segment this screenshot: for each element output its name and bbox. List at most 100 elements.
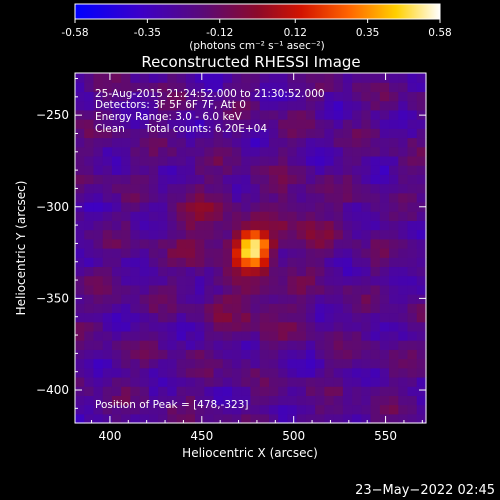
- heatmap-cell: [305, 238, 316, 249]
- heatmap-cell: [213, 386, 224, 396]
- heatmap-cell: [259, 91, 270, 102]
- heatmap-cell: [241, 211, 252, 221]
- heatmap-cell: [268, 155, 279, 166]
- heatmap-cell: [296, 266, 307, 277]
- heatmap-cell: [305, 303, 316, 314]
- heatmap-cell: [352, 91, 362, 102]
- heatmap-cell: [93, 413, 104, 424]
- heatmap-cell: [379, 303, 390, 314]
- heatmap-cell: [315, 358, 325, 369]
- heatmap-cell: [305, 349, 316, 360]
- heatmap-cell: [93, 220, 104, 231]
- heatmap-cell: [204, 284, 215, 295]
- heatmap-cell: [139, 174, 150, 185]
- heatmap-cell: [389, 229, 399, 240]
- heatmap-cell: [204, 413, 215, 424]
- heatmap-cell: [222, 229, 233, 240]
- heatmap-cell: [352, 192, 362, 203]
- heatmap-cell: [213, 413, 224, 424]
- heatmap-cell: [75, 73, 85, 83]
- heatmap-cell: [398, 395, 409, 406]
- heatmap-cell: [278, 386, 289, 396]
- heatmap-cell: [75, 192, 85, 203]
- heatmap-cell: [102, 91, 113, 102]
- heatmap-cell: [176, 367, 187, 378]
- heatmap-cell: [139, 312, 150, 323]
- heatmap-cell: [167, 229, 178, 240]
- heatmap-cell: [176, 349, 187, 360]
- heatmap-cell: [176, 73, 187, 83]
- time-range-text: 25-Aug-2015 21:24:52.000 to 21:30:52.000: [95, 88, 325, 100]
- heatmap-cell: [102, 330, 113, 341]
- heatmap-cell: [250, 238, 261, 249]
- heatmap-cell: [158, 165, 168, 175]
- x-axis-label: Heliocentric X (arcsec): [182, 446, 318, 460]
- heatmap-cell: [84, 183, 95, 194]
- heatmap-cell: [268, 183, 279, 194]
- heatmap-cell: [333, 413, 344, 424]
- heatmap-cell: [407, 404, 418, 415]
- heatmap-cell: [296, 395, 307, 406]
- heatmap-cell: [296, 275, 307, 286]
- heatmap-cell: [167, 303, 178, 314]
- heatmap-cell: [139, 238, 150, 249]
- heatmap-cell: [305, 229, 316, 240]
- heatmap-cell: [398, 303, 409, 314]
- heatmap-cell: [139, 404, 150, 415]
- heatmap-cell: [324, 91, 335, 102]
- heatmap-cell: [250, 174, 261, 185]
- heatmap-cell: [158, 340, 168, 350]
- heatmap-cell: [139, 294, 150, 304]
- heatmap-cell: [352, 358, 362, 369]
- heatmap-cell: [296, 73, 307, 83]
- heatmap-cell: [315, 137, 325, 148]
- heatmap-cell: [121, 376, 132, 387]
- heatmap-cell: [416, 413, 427, 424]
- heatmap-cell: [278, 119, 289, 129]
- heatmap-cell: [296, 321, 307, 332]
- y-tick-label: −350: [36, 291, 69, 305]
- heatmap-cell: [398, 109, 409, 120]
- heatmap-cell: [416, 303, 427, 314]
- heatmap-cell: [361, 376, 372, 387]
- heatmap-cell: [232, 220, 242, 231]
- heatmap-cell: [84, 404, 95, 415]
- heatmap-cell: [416, 183, 427, 194]
- heatmap-cell: [130, 109, 141, 120]
- heatmap-cell: [250, 137, 261, 148]
- heatmap-cell: [204, 100, 215, 111]
- heatmap-cell: [84, 119, 95, 129]
- heatmap-cell: [278, 146, 289, 157]
- heatmap-cell: [130, 358, 141, 369]
- heatmap-cell: [268, 376, 279, 387]
- heatmap-cell: [389, 183, 399, 194]
- heatmap-cell: [389, 340, 399, 350]
- heatmap-cell: [287, 165, 298, 175]
- heatmap-cell: [398, 294, 409, 304]
- heatmap-cell: [222, 376, 233, 387]
- heatmap-cell: [379, 165, 390, 175]
- heatmap-cell: [278, 284, 289, 295]
- heatmap-cell: [250, 192, 261, 203]
- heatmap-cell: [195, 330, 205, 341]
- heatmap-cell: [389, 321, 399, 332]
- heatmap-cell: [148, 201, 159, 212]
- heatmap-cell: [407, 367, 418, 378]
- heatmap-cell: [93, 238, 104, 249]
- heatmap-cell: [130, 340, 141, 350]
- heatmap-cell: [315, 284, 325, 295]
- heatmap-cell: [324, 201, 335, 212]
- heatmap-cell: [130, 321, 141, 332]
- heatmap-cell: [75, 303, 85, 314]
- heatmap-cell: [241, 303, 252, 314]
- heatmap-cell: [342, 201, 353, 212]
- heatmap-cell: [204, 257, 215, 268]
- heatmap-cell: [324, 358, 335, 369]
- heatmap-cell: [111, 183, 122, 194]
- heatmap-cell: [370, 413, 381, 424]
- heatmap-cell: [102, 192, 113, 203]
- heatmap-cell: [111, 330, 122, 341]
- heatmap-cell: [204, 201, 215, 212]
- heatmap-cell: [222, 349, 233, 360]
- heatmap-cell: [213, 146, 224, 157]
